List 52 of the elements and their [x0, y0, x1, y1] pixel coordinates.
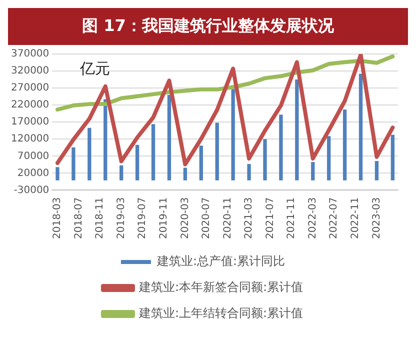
x-tick-label: 2018-11 [94, 197, 106, 240]
legend-label: 建筑业:总产值:累计同比 [156, 254, 286, 268]
y-tick-label: 320000 [10, 66, 50, 77]
x-tick-label: 2019-07 [137, 197, 148, 240]
y-tick-label: 370000 [10, 48, 50, 60]
legend-label: 建筑业:本年新签合同额:累计值 [138, 280, 304, 294]
x-tick-label: 2020-11 [222, 197, 234, 240]
y-tick-label: 20000 [17, 168, 50, 179]
x-tick-label: 2020-07 [201, 197, 212, 240]
bar [120, 165, 124, 180]
x-tick-label: 2022-07 [328, 197, 340, 240]
bar [390, 134, 395, 180]
bar [104, 99, 108, 180]
x-tick-label: 2022-03 [307, 197, 318, 240]
bar [56, 167, 60, 180]
x-tick-label: 2021-11 [286, 197, 298, 240]
y-tick-label: 120000 [10, 134, 50, 145]
bar [327, 136, 331, 180]
y-tick-label: 220000 [10, 100, 50, 111]
bar [374, 160, 379, 180]
x-tick-label: 2020-03 [180, 197, 191, 240]
bar [72, 147, 76, 180]
bar [342, 110, 347, 180]
bar [263, 139, 267, 180]
chart-title: 图 17：我国建筑行业整体发展状况 [8, 8, 408, 45]
bar [311, 162, 315, 180]
x-tick-label: 2018-03 [52, 197, 64, 240]
x-tick-label: 2019-11 [158, 197, 170, 240]
bar [358, 74, 363, 180]
x-tick-label: 2019-03 [116, 197, 127, 240]
bar [151, 124, 156, 180]
bar [135, 144, 140, 180]
bar [247, 164, 251, 180]
bar [167, 94, 172, 180]
x-tick-label: 2021-07 [264, 197, 276, 240]
bar [183, 168, 188, 180]
annotation: 亿元 [79, 59, 110, 78]
bar [215, 122, 219, 180]
y-tick-label: -30000 [14, 184, 50, 196]
bar [279, 114, 283, 180]
bar [88, 128, 92, 180]
x-tick-label: 2023-03 [371, 197, 382, 240]
bar [295, 80, 299, 180]
x-tick-label: 2022-11 [350, 197, 362, 240]
x-tick-label: 2018-07 [73, 197, 84, 240]
y-tick-label: 170000 [10, 116, 50, 128]
legend-label: 建筑业:上年结转合同额:累计值 [138, 306, 304, 320]
x-tick-label: 2021-03 [244, 197, 255, 240]
y-tick-label: 70000 [17, 150, 50, 162]
bar [231, 89, 235, 180]
bar [199, 146, 203, 180]
y-tick-label: 270000 [10, 82, 50, 94]
